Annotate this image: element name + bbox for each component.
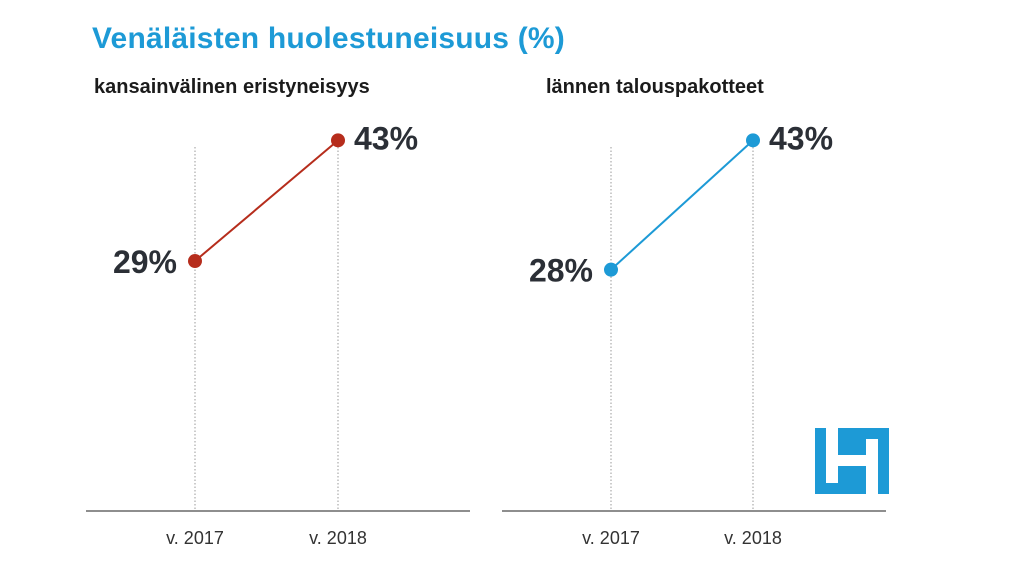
data-point [188, 254, 202, 269]
x-tick-label: v. 2018 [724, 528, 782, 548]
data-label: 28% [529, 253, 593, 289]
page-title: Venäläisten huolestuneisuus (%) [92, 22, 565, 55]
data-point [331, 133, 345, 148]
series-line [194, 139, 339, 262]
data-point [746, 133, 760, 148]
data-label: 29% [113, 244, 177, 280]
series-line [610, 139, 754, 271]
chart-title-international-isolation: kansainvälinen eristyneisyys [94, 76, 370, 98]
data-label: 43% [354, 120, 418, 156]
chart-title-western-sanctions: lännen talouspakotteet [546, 76, 764, 98]
data-label: 43% [769, 120, 833, 156]
hs-logo-icon [815, 428, 889, 494]
x-tick-label: v. 2017 [582, 528, 640, 548]
x-tick-label: v. 2018 [309, 528, 367, 548]
x-tick-label: v. 2017 [166, 528, 224, 548]
data-point [604, 262, 618, 277]
